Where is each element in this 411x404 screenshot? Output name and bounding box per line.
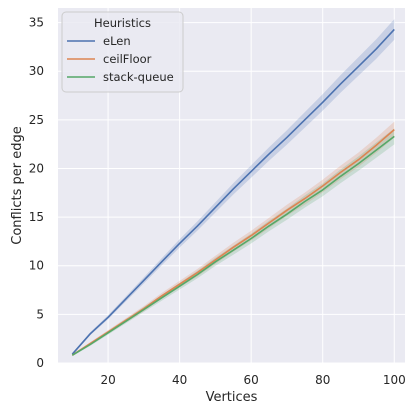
legend-label-stack-queue: stack-queue xyxy=(103,70,174,84)
x-tick-labels: 20 40 60 80 100 xyxy=(100,373,405,387)
series-lines xyxy=(71,28,395,356)
y-tick-labels: 0 5 10 15 20 25 30 35 xyxy=(29,16,44,370)
y-axis-label: Conflicts per edge xyxy=(10,126,25,244)
legend-items: eLen ceilFloor stack-queue xyxy=(67,34,174,84)
legend-box xyxy=(61,11,184,93)
series-line-eLen xyxy=(71,28,395,355)
legend: Heuristics eLen ceilFloor stack-queue xyxy=(61,11,184,93)
y-tick-label: 25 xyxy=(29,113,44,127)
confidence-band-ceilFloor xyxy=(72,121,395,357)
y-tick-label: 15 xyxy=(29,210,44,224)
y-tick-label: 30 xyxy=(29,64,44,78)
y-tick-label: 20 xyxy=(29,161,44,175)
x-tick-label: 80 xyxy=(315,373,330,387)
y-tick-label: 5 xyxy=(36,307,44,321)
x-tick-label: 20 xyxy=(100,373,115,387)
series-line-stack-queue xyxy=(71,135,395,356)
y-tick-label: 35 xyxy=(29,16,44,30)
x-tick-label: 100 xyxy=(383,373,406,387)
x-tick-label: 40 xyxy=(172,373,187,387)
y-tick-label: 10 xyxy=(29,259,44,273)
legend-label-eLen: eLen xyxy=(103,34,131,48)
legend-title: Heuristics xyxy=(94,16,151,30)
y-tick-label: 0 xyxy=(36,356,44,370)
legend-label-ceilFloor: ceilFloor xyxy=(103,52,152,66)
x-tick-label: 60 xyxy=(244,373,259,387)
x-axis-label: Vertices xyxy=(206,390,258,404)
series-line-ceilFloor xyxy=(71,128,395,356)
